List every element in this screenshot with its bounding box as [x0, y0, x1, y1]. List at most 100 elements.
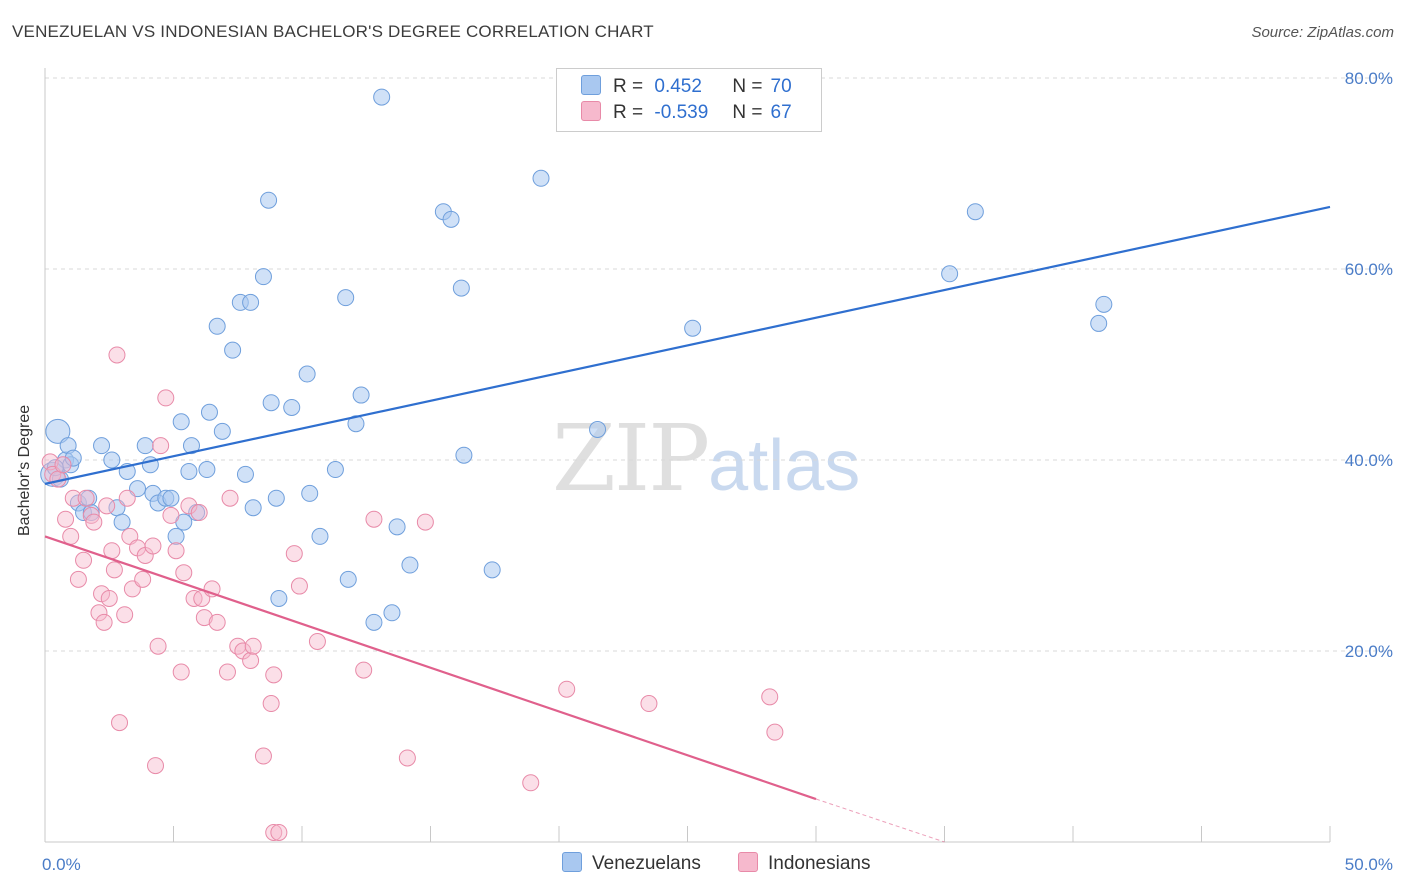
- venezuelan-point: [684, 319, 702, 337]
- indonesian-point: [229, 637, 247, 655]
- venezuelan-point: [45, 418, 71, 444]
- x-tick-label: 50.0%: [1345, 855, 1393, 874]
- venezuelan-points: [40, 88, 1113, 631]
- indonesian-point: [175, 564, 193, 582]
- legend-item-indonesians[interactable]: Indonesians: [738, 852, 870, 875]
- legend-n-value: 70: [770, 76, 792, 97]
- indonesian-point: [100, 589, 118, 607]
- indonesian-point: [108, 346, 126, 364]
- venezuelan-point: [401, 556, 419, 574]
- venezuelan-point: [270, 589, 288, 607]
- venezuelan-point: [93, 437, 111, 455]
- venezuelan-point: [172, 413, 190, 431]
- venezuelan-point: [347, 415, 365, 433]
- indonesian-point: [208, 613, 226, 631]
- indonesian-point: [558, 680, 576, 698]
- venezuelan-point: [224, 341, 242, 359]
- venezuelan-point: [260, 191, 278, 209]
- venezuelan-point: [941, 265, 959, 283]
- legend-row-venezuelans: R = 0.452 N = 70: [581, 75, 843, 99]
- indonesian-point: [111, 714, 129, 732]
- venezuelan-point: [267, 489, 285, 507]
- venezuelan-point: [483, 561, 501, 579]
- indonesian-point: [69, 570, 87, 588]
- indonesian-points: [41, 346, 784, 841]
- chart-title: VENEZUELAN VS INDONESIAN BACHELOR'S DEGR…: [12, 22, 654, 41]
- indonesian-point: [57, 510, 75, 528]
- indonesian-point: [398, 749, 416, 767]
- indonesian-point: [195, 609, 213, 627]
- venezuelan-point: [167, 527, 185, 545]
- indonesian-point: [180, 497, 198, 515]
- indonesian-point: [149, 637, 167, 655]
- indonesian-point: [761, 688, 779, 706]
- venezuelan-point: [388, 518, 406, 536]
- venezuelan-point: [182, 437, 200, 455]
- indonesian-point: [290, 577, 308, 595]
- indonesian-point: [172, 663, 190, 681]
- legend-label-venezuelans: Venezuelans: [592, 853, 701, 874]
- indonesian-point: [90, 604, 108, 622]
- legend-n-label: N =: [732, 102, 763, 123]
- venezuelan-point: [64, 449, 82, 467]
- indonesian-point: [254, 747, 272, 765]
- indonesian-point: [64, 489, 82, 507]
- x-tick-label: 0.0%: [42, 855, 81, 874]
- indonesian-point: [766, 723, 784, 741]
- indonesian-trend-line: [44, 535, 817, 801]
- legend-row-indonesians: R = -0.539 N = 67: [581, 101, 843, 125]
- legend-n-value: 67: [770, 102, 792, 123]
- venezuelan-point: [326, 461, 344, 479]
- indonesian-point: [77, 489, 95, 507]
- indonesian-point: [152, 437, 170, 455]
- indonesian-point: [270, 823, 288, 841]
- indonesian-point: [285, 545, 303, 563]
- legend-swatch-indonesians: [738, 852, 758, 872]
- watermark: ZIPatlas: [552, 405, 860, 512]
- indonesian-point: [244, 637, 262, 655]
- venezuelan-point: [442, 210, 460, 228]
- indonesian-trend-extension: [815, 798, 945, 843]
- indonesian-point: [365, 510, 383, 528]
- indonesian-point: [265, 666, 283, 684]
- bottom-legend: Venezuelans Indonesians: [0, 852, 1406, 878]
- indonesian-point: [95, 613, 113, 631]
- watermark-zip: ZIP: [552, 405, 710, 512]
- indonesian-point: [41, 453, 59, 471]
- venezuelan-point: [455, 446, 473, 464]
- venezuelan-point: [383, 604, 401, 622]
- indonesian-point: [105, 561, 123, 579]
- indonesian-point: [75, 551, 93, 569]
- indonesian-point: [221, 489, 239, 507]
- venezuelan-point: [162, 489, 180, 507]
- venezuelan-point: [589, 420, 607, 438]
- legend-swatch-venezuelans: [562, 852, 582, 872]
- venezuelan-point: [339, 570, 357, 588]
- y-tick-label: 20.0%: [1345, 642, 1393, 661]
- venezuelan-point: [180, 462, 198, 480]
- indonesian-point: [416, 513, 434, 531]
- legend-item-venezuelans[interactable]: Venezuelans: [562, 852, 701, 875]
- legend-label-indonesians: Indonesians: [768, 853, 871, 874]
- venezuelan-point: [200, 403, 218, 421]
- venezuelan-point: [254, 268, 272, 286]
- indonesian-point: [242, 652, 260, 670]
- indonesian-point: [118, 489, 136, 507]
- venezuelan-point: [337, 289, 355, 307]
- venezuelan-point: [208, 317, 226, 335]
- venezuelan-point: [311, 527, 329, 545]
- venezuelan-point: [373, 88, 391, 106]
- indonesian-point: [162, 506, 180, 524]
- watermark-atlas: atlas: [708, 426, 861, 506]
- indonesian-point: [265, 823, 283, 841]
- legend-swatch-venezuelans: [581, 75, 601, 95]
- venezuelan-point: [113, 513, 131, 531]
- indonesian-point: [640, 695, 658, 713]
- venezuelan-point: [1095, 295, 1113, 313]
- indonesian-point: [157, 389, 175, 407]
- trend-lines: [44, 205, 1331, 843]
- indonesian-point: [218, 663, 236, 681]
- venezuelan-point: [103, 451, 121, 469]
- y-tick-label: 80.0%: [1345, 69, 1393, 88]
